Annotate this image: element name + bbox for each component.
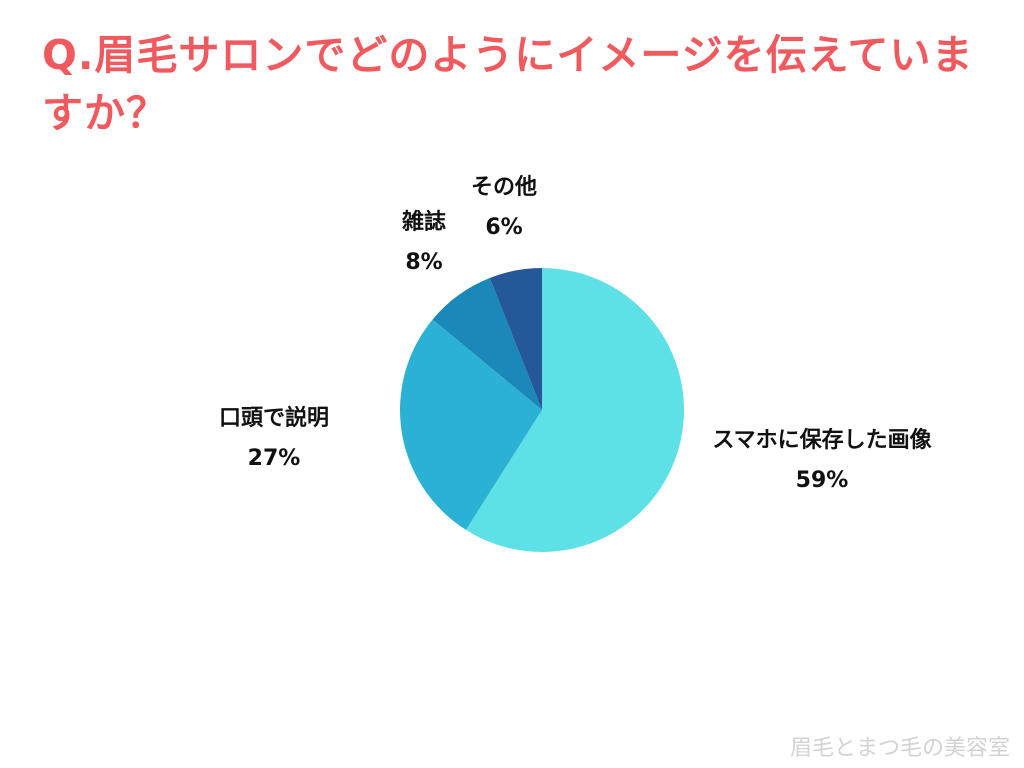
pie-slice	[489, 268, 542, 410]
slice-value-label: 27%	[248, 446, 301, 471]
slice-label: その他	[471, 175, 537, 200]
pie-slice	[432, 277, 542, 410]
watermark: 眉毛とまつ毛の美容室	[789, 736, 1010, 761]
slice-label: 雑誌	[401, 209, 446, 235]
slice-value-label: 59%	[796, 468, 849, 493]
pie-slice	[400, 319, 542, 530]
pie-labels: スマホに保存した画像 59% 口頭で説明 27% 雑誌 8% その他 6%	[219, 175, 933, 493]
slice-label: スマホに保存した画像	[712, 427, 932, 453]
pie-slice	[465, 268, 684, 552]
chart-title: Q.眉毛サロンでどのようにイメージを伝えていますか？	[42, 31, 974, 137]
slice-value-label: 8%	[405, 250, 442, 275]
slice-label: 口頭で説明	[219, 405, 329, 431]
pie-slices	[400, 268, 684, 552]
slice-value-label: 6%	[485, 215, 522, 240]
